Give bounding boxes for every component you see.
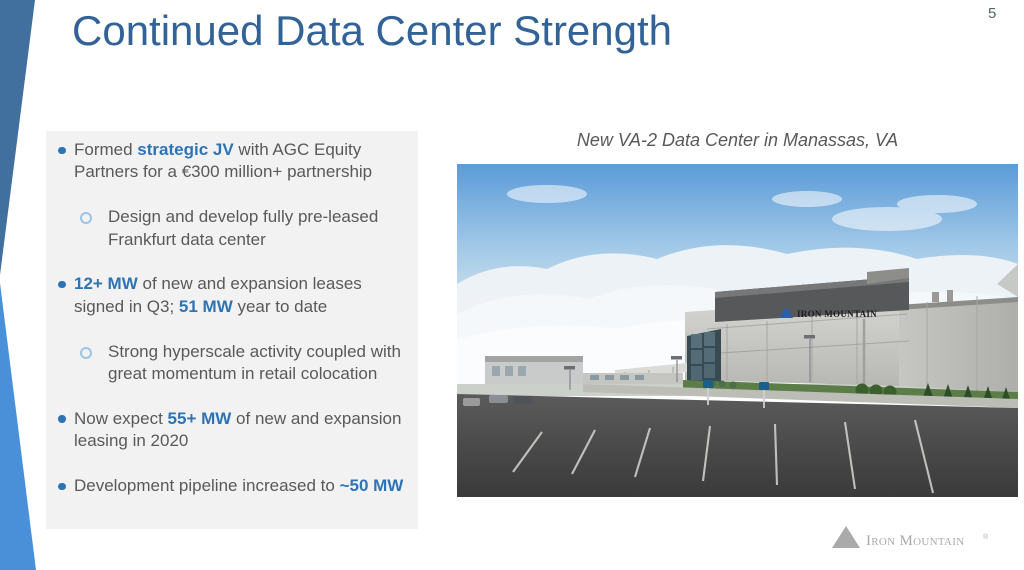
svg-text:®: ® [983, 533, 989, 541]
svg-text:IRON MOUNTAIN: IRON MOUNTAIN [866, 533, 964, 549]
svg-text:IRON MOUNTAIN: IRON MOUNTAIN [797, 309, 877, 319]
